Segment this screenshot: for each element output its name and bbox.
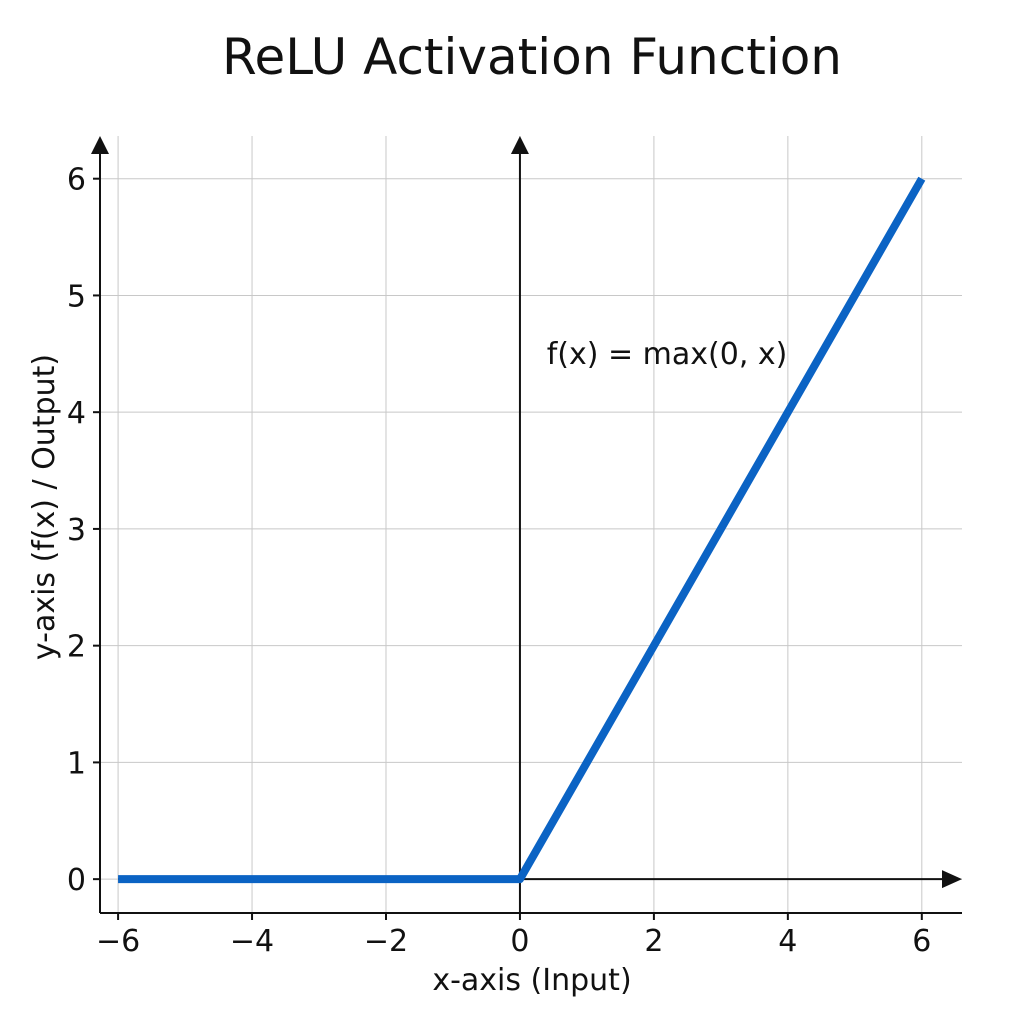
x-tick-label: −2: [364, 924, 408, 959]
x-axis-title: x-axis (Input): [432, 963, 631, 998]
x-tick-label: 6: [912, 924, 931, 959]
series-group: [118, 176, 926, 884]
y-tick-label: 1: [67, 746, 86, 781]
y-tick-labels: 0 1 2 3 4 5 6: [67, 163, 86, 898]
relu-series-line: [118, 176, 926, 884]
zero-x-axis-arrow: [942, 870, 962, 889]
x-tick-labels: −6 −4 −2 0 2 4 6: [96, 924, 931, 959]
chart-title: ReLU Activation Function: [222, 28, 842, 86]
axes: [91, 136, 962, 920]
x-tick-label: 0: [510, 924, 529, 959]
y-axis-arrow: [91, 136, 109, 154]
y-axis-title: y-axis (f(x) / Output): [27, 354, 62, 660]
y-tick-label: 0: [67, 863, 86, 898]
y-tick-label: 6: [67, 163, 86, 198]
zero-y-axis-arrow: [510, 136, 529, 154]
x-tick-label: 4: [778, 924, 797, 959]
y-tick-label: 4: [67, 396, 86, 431]
y-tick-label: 2: [67, 630, 86, 665]
y-tick-label: 5: [67, 279, 86, 314]
y-tick-label: 3: [67, 513, 86, 548]
x-tick-label: −4: [230, 924, 274, 959]
formula-annotation: f(x) = max(0, x): [547, 337, 788, 372]
x-tick-label: 2: [644, 924, 663, 959]
annotations: f(x) = max(0, x): [547, 337, 788, 372]
x-tick-label: −6: [96, 924, 140, 959]
grid: [100, 136, 962, 913]
